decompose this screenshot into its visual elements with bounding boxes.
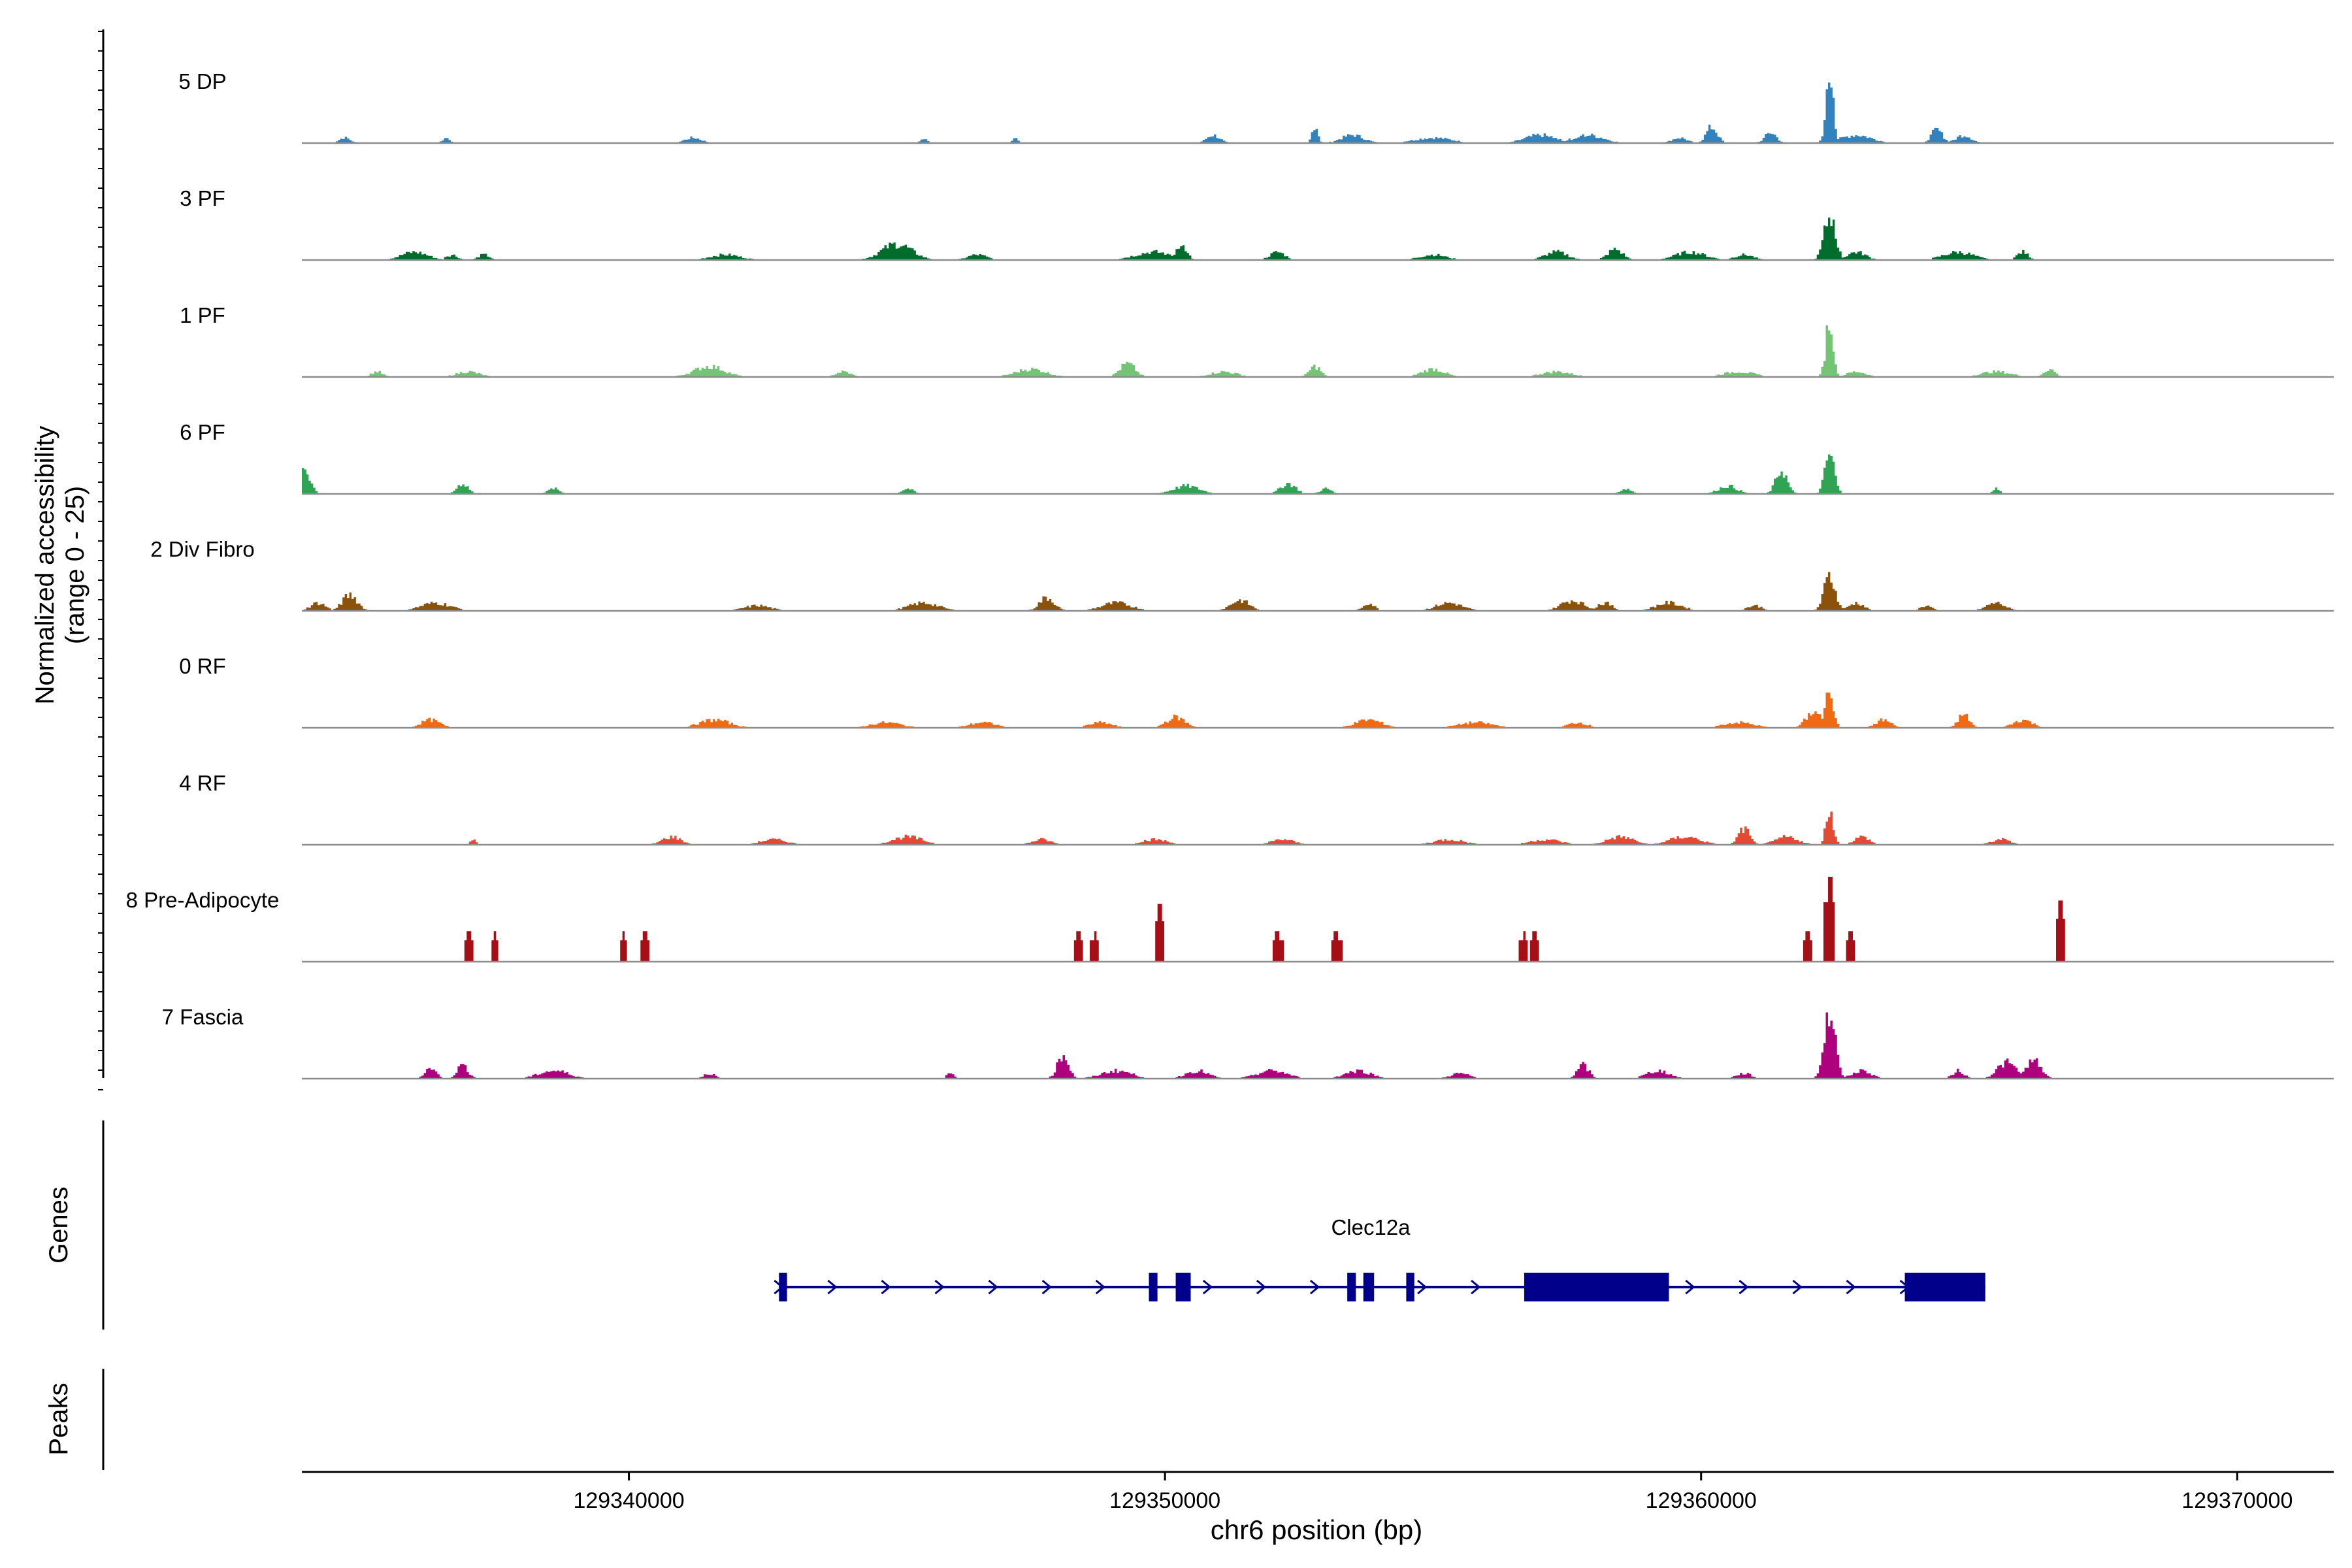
track-2: 1 PF — [180, 303, 2334, 378]
gene-exon — [779, 1273, 787, 1301]
peaks-panel-label: Peaks — [44, 1382, 73, 1455]
strand-arrow — [1256, 1279, 1267, 1295]
coverage-area — [302, 811, 2334, 845]
gene-exon — [1363, 1273, 1375, 1301]
strand-arrow — [827, 1279, 838, 1295]
coverage-tracks: 5 DP 3 PF 1 PF 6 PF 2 Div Fibro 0 RF 4 RF 8 Pre… — [126, 69, 2334, 1080]
strand-arrow — [1846, 1279, 1856, 1295]
track-3: 6 PF — [180, 420, 2334, 495]
track-label: 3 PF — [180, 186, 225, 210]
gene-exon — [1347, 1273, 1356, 1301]
gene-exon — [1406, 1273, 1414, 1301]
gene-exon — [1175, 1273, 1191, 1301]
strand-arrow — [1309, 1279, 1320, 1295]
gene-exon — [1524, 1273, 1669, 1301]
track-label: 8 Pre-Adipocyte — [126, 888, 280, 912]
track-label: 2 Div Fibro — [150, 537, 255, 561]
strand-arrow — [934, 1279, 945, 1295]
track-label: 4 RF — [179, 771, 226, 795]
strand-arrow — [988, 1279, 998, 1295]
track-5: 0 RF — [179, 654, 2334, 729]
coverage-y-ticks — [98, 31, 103, 1090]
strand-arrow — [1471, 1279, 1481, 1295]
coverage-area — [302, 82, 2334, 143]
strand-arrow — [1792, 1279, 1803, 1295]
track-label: 1 PF — [180, 303, 225, 327]
x-tick-label: 129370000 — [2181, 1488, 2293, 1513]
y-axis-label-line1: Normalized accessibility — [31, 426, 59, 705]
x-tick-label: 129340000 — [573, 1488, 684, 1513]
track-label: 0 RF — [179, 654, 226, 678]
track-7: 8 Pre-Adipocyte — [126, 877, 2334, 963]
strand-arrow — [1685, 1279, 1695, 1295]
coverage-area — [302, 325, 2334, 377]
track-label: 6 PF — [180, 420, 225, 444]
y-axis-label-line2: (range 0 - 25) — [61, 486, 90, 644]
strand-arrow — [1095, 1279, 1106, 1295]
track-8: 7 Fascia — [162, 1005, 2334, 1080]
gene-exon — [1149, 1273, 1158, 1301]
track-4: 2 Div Fibro — [150, 537, 2334, 612]
x-tick-label: 129350000 — [1109, 1488, 1220, 1513]
gene-exon — [1904, 1273, 1985, 1301]
gene-track: Clec12a — [774, 1215, 1985, 1301]
coverage-area — [302, 1012, 2334, 1079]
x-axis-label: chr6 position (bp) — [1211, 1514, 1423, 1545]
track-label: 5 DP — [178, 69, 226, 93]
strand-arrow — [881, 1279, 891, 1295]
track-6: 4 RF — [179, 771, 2334, 846]
genes-panel-label: Genes — [44, 1186, 73, 1264]
strand-arrow — [1041, 1279, 1052, 1295]
strand-arrow — [1417, 1279, 1428, 1295]
coverage-area — [302, 877, 2334, 962]
gene-name-label: Clec12a — [1331, 1215, 1411, 1239]
track-1: 3 PF — [180, 186, 2334, 261]
coverage-area — [302, 454, 2334, 494]
track-label: 7 Fascia — [162, 1005, 244, 1029]
coverage-area — [302, 218, 2334, 260]
x-axis-ticks: 129340000 129350000 129360000 129370000 — [573, 1472, 2293, 1513]
coverage-area — [302, 572, 2334, 611]
strand-arrow — [1739, 1279, 1749, 1295]
coverage-area — [302, 693, 2334, 728]
x-tick-label: 129360000 — [1646, 1488, 1757, 1513]
track-0: 5 DP — [178, 69, 2334, 144]
strand-arrow — [1202, 1279, 1213, 1295]
